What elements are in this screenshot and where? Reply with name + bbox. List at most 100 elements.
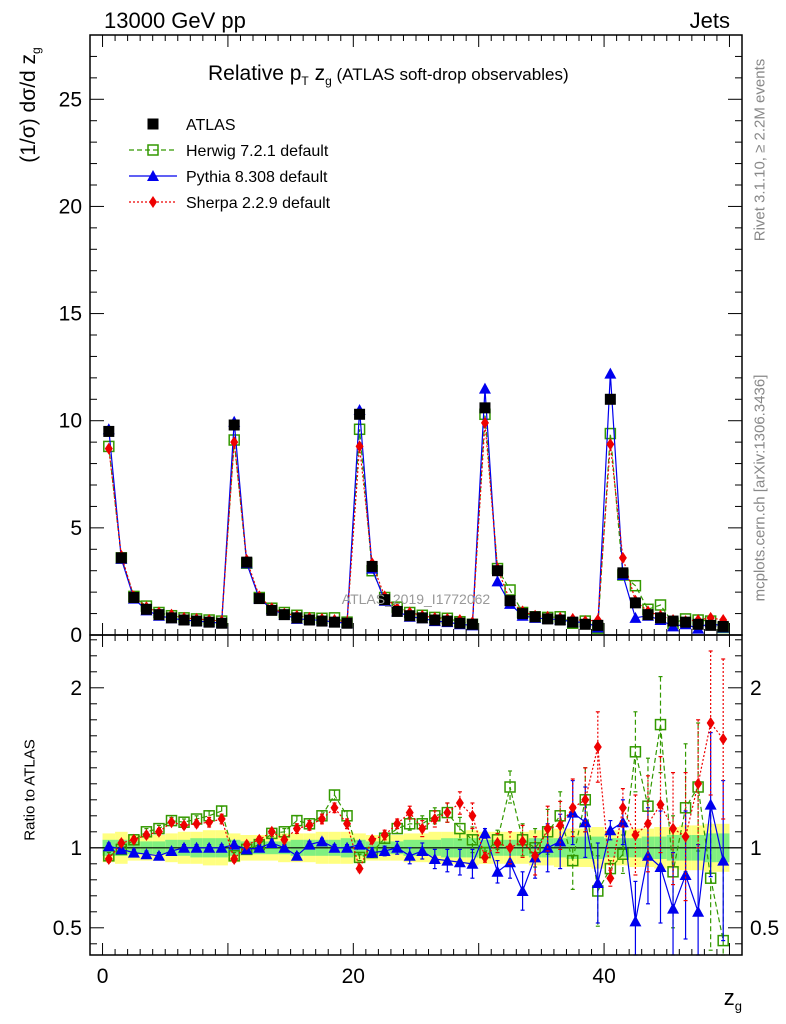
atlas-data-point [680,616,692,628]
ratio-y-tick-label-right: 0.5 [750,917,779,940]
ratio-data-point [641,849,654,861]
y-tick-label: 15 [59,303,82,326]
atlas-data-point [441,615,453,627]
ratio-data-point [480,851,489,864]
ratio-data-point [152,849,165,861]
atlas-data-point [454,617,466,629]
ratio-data-point [368,833,377,846]
ratio-data-point [566,854,579,867]
ratio-data-point [706,717,715,729]
atlas-data-point [617,567,629,579]
atlas-data-point [128,592,140,603]
ratio-data-point [328,841,341,853]
atlas-data-point [604,393,616,405]
atlas-data-point [166,612,177,624]
ratio-data-point [466,834,479,846]
legend-marker [147,170,159,181]
atlas-data-point [329,616,340,628]
ratio-data-point [581,793,590,806]
main-data-point [478,382,491,394]
ratio-data-point [343,817,352,830]
ratio-data-point [543,822,552,835]
atlas-data-point [479,402,491,414]
atlas-data-point [629,597,641,609]
ratio-data-point [631,829,640,841]
ratio-data-point [568,801,577,814]
ratio-data-point [305,819,314,832]
ratio-data-point [681,830,690,843]
atlas-data-point [115,552,127,564]
main-data-point [629,579,642,592]
ratio-data-point [292,822,301,835]
ratio-data-point [255,833,264,846]
ratio-data-point [491,865,504,877]
ratio-data-point [117,837,126,849]
ratio-data-point [203,841,216,853]
ratio-series-line [108,724,724,941]
axes: 0 20 40 0 5 10 15 20 25 0.5 0.5 1 1 2 2 [53,34,779,988]
ratio-data-point [604,824,617,836]
main-data-point [491,575,504,587]
ratio-data-point [190,841,203,853]
ratio-data-point [290,849,303,861]
atlas-data-point [203,616,215,628]
atlas-data-point [504,595,516,607]
ratio-plot-frame [89,634,743,956]
legend-label: Sherpa 2.2.9 default [186,195,331,212]
ratio-data-point [167,816,176,829]
ratio-data-point [140,848,153,860]
ratio-data-point [441,854,454,866]
ratio-data-point [341,841,354,853]
legend-marker [149,196,157,208]
ratio-data-point [506,841,515,854]
atlas-data-point [103,425,115,437]
ratio-data-point [315,835,328,847]
ratio-y-tick-label: 1 [70,837,82,860]
ratio-y-tick-label-right: 2 [750,677,762,700]
atlas-data-point [592,619,604,631]
ratio-data-point [265,837,278,848]
atlas-data-point [705,619,717,631]
ratio-data-point [393,817,402,830]
ratio-data-point [453,856,466,868]
ratio-data-point [629,915,642,927]
legend-label: Pythia 8.308 default [186,169,328,186]
ratio-data-point [554,835,567,847]
atlas-data-point [379,594,391,606]
ratio-data-point [643,817,652,830]
title-sub-T: T [301,74,309,89]
legend-atlas-marker [147,118,159,130]
main-plot-series [102,367,730,634]
atlas-data-point [228,419,240,431]
atlas-data-point [366,560,378,572]
ratio-data-point [617,848,629,860]
y-tick-label: 10 [59,410,82,433]
ratio-data-point [230,853,239,865]
atlas-data-point [216,617,228,629]
main-data-point [618,551,627,564]
ratio-plot-series [102,650,730,956]
ratio-data-point [454,822,466,835]
ratio-data-point [403,849,416,861]
atlas-data-point [241,556,253,568]
atlas-data-point [178,614,190,626]
ratio-data-point [717,854,730,866]
ratio-data-point [618,801,627,814]
main-data-point [353,423,366,436]
atlas-data-point [291,612,303,624]
title-rest: (ATLAS soft-drop observables) [331,65,569,84]
ratio-data-point [217,813,226,825]
atlas-data-point [655,612,666,624]
ratio-data-point [654,718,667,731]
ratio-data-point [378,845,391,856]
ratio-data-point [303,838,316,850]
ratio-data-point [192,817,201,830]
ratio-data-point [516,885,529,896]
ratio-data-point [629,746,642,758]
atlas-data-point [692,618,704,630]
ratio-data-point [704,798,717,810]
y-tick-label: 5 [70,517,82,540]
atlas-data-point [253,593,265,605]
ratio-data-point [719,733,728,745]
ratio-data-point [366,846,379,858]
